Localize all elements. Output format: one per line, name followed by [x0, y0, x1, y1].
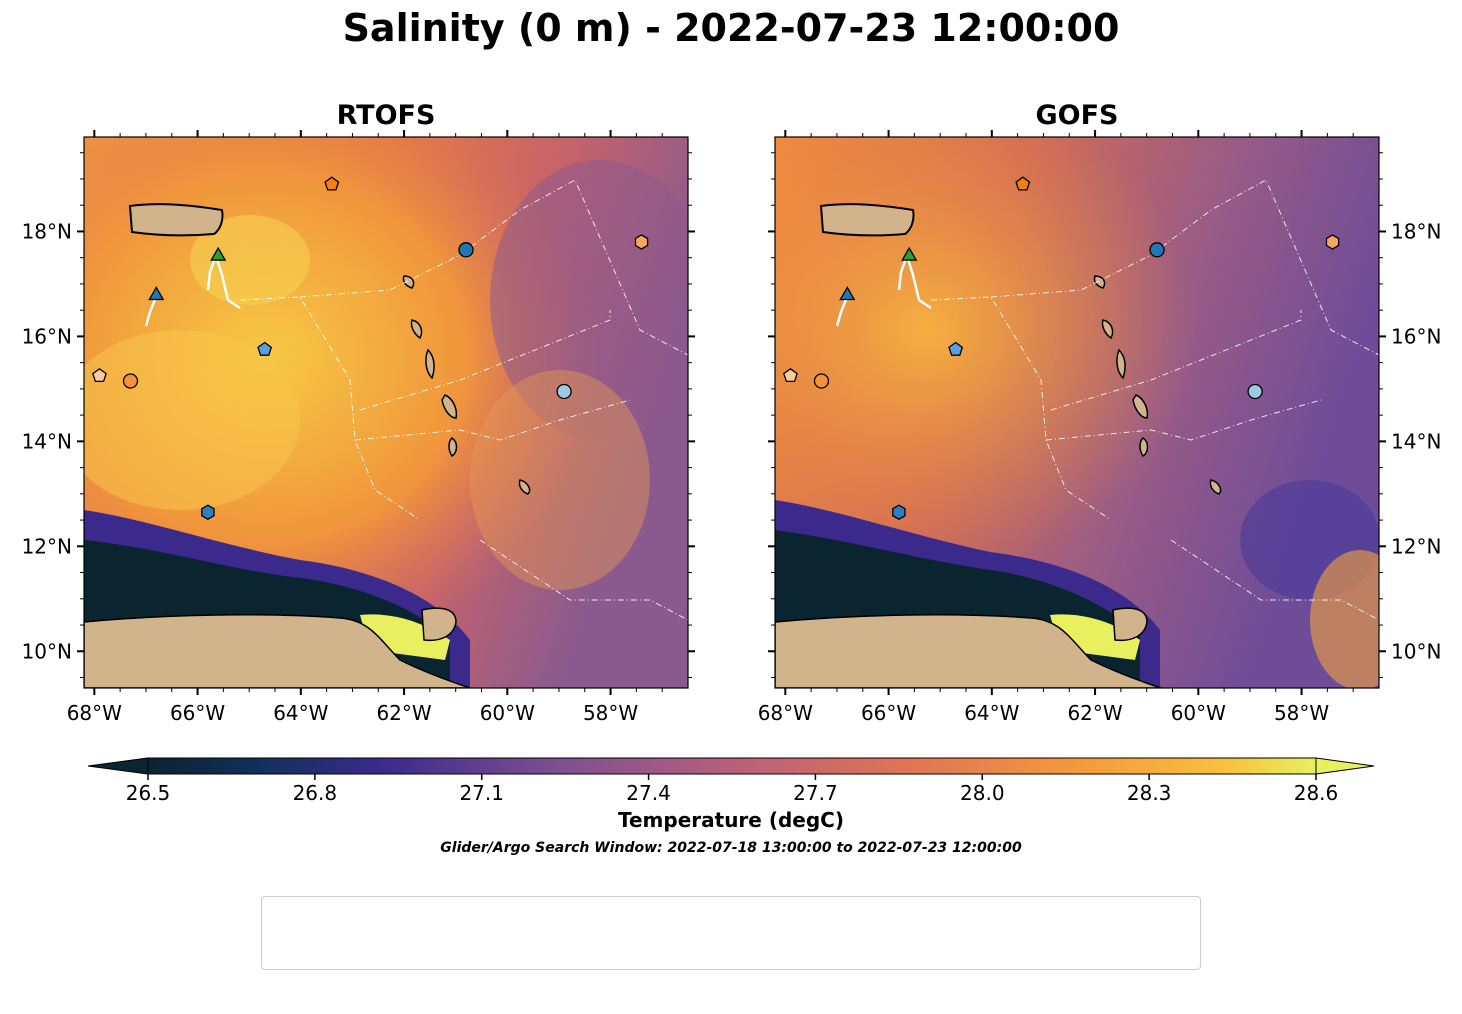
- float-marker-4903352: [634, 234, 649, 250]
- rtofs-frame: [83, 136, 689, 689]
- x-tick-label: 68°W: [67, 701, 122, 725]
- axes-layer: 68°W 66°W 64°W 62°W 60°W 58°W 10°N 12°N 14°N 16°N…: [22, 130, 1441, 725]
- x-tick-label: 64°W: [273, 701, 328, 725]
- markers-layer: [92, 176, 1340, 520]
- float-marker-3901861: [948, 341, 964, 356]
- float-marker-4903350: [122, 373, 139, 389]
- x-tick-label: 68°W: [758, 701, 813, 725]
- colorbar-tick-label: 26.5: [126, 781, 171, 805]
- y-tick-label: 10°N: [22, 639, 72, 663]
- x-tick-label: 62°W: [1067, 701, 1122, 725]
- land-rtofs: [84, 203, 531, 688]
- gofs-frame: [774, 136, 1380, 689]
- x-tick-label: 60°W: [480, 701, 535, 725]
- float-marker-3901860: [892, 504, 906, 520]
- float-marker-SG678-20220622T1240: [901, 246, 918, 261]
- y-tick-label: 12°N: [22, 534, 72, 558]
- float-marker-SG610-20220621T1130: [148, 286, 165, 301]
- float-marker-3901686: [458, 242, 474, 258]
- y-tick-label: 14°N: [22, 429, 72, 453]
- y-tick-label: 18°N: [1391, 219, 1441, 243]
- panel-title-rtofs: RTOFS: [336, 100, 436, 131]
- float-marker-SG610-20220621T1130: [839, 286, 856, 301]
- colorbar: [87, 757, 1375, 775]
- colorbar-tick-label: 28.3: [1127, 781, 1172, 805]
- float-marker-6903137: [783, 367, 798, 383]
- figure-title: Salinity (0 m) - 2022-07-23 12:00:00: [342, 6, 1120, 50]
- x-tick-label: 58°W: [583, 701, 638, 725]
- colorbar-tick-label: 28.0: [960, 781, 1005, 805]
- colorbar-tick-label: 26.8: [293, 781, 338, 805]
- glider-tracks: [144, 255, 932, 327]
- y-tick-label: 18°N: [22, 219, 72, 243]
- float-marker-4903347: [1015, 176, 1031, 191]
- float-marker-3901861: [257, 341, 273, 356]
- y-tick-label: 16°N: [1391, 324, 1441, 348]
- y-tick-label: 12°N: [1391, 534, 1441, 558]
- panel-title-gofs: GOFS: [1035, 100, 1119, 131]
- x-tick-label: 66°W: [861, 701, 916, 725]
- x-tick-label: 66°W: [170, 701, 225, 725]
- y-tick-label: 16°N: [22, 324, 72, 348]
- float-marker-4903350: [813, 373, 830, 389]
- x-tick-label: 64°W: [964, 701, 1019, 725]
- x-tick-label: 62°W: [376, 701, 431, 725]
- search-window-note: Glider/Argo Search Window: 2022-07-18 13…: [440, 840, 1022, 856]
- float-marker-SG678-20220622T1240: [210, 246, 227, 261]
- float-marker-6903137: [92, 367, 107, 383]
- colorbar-tick-label: 27.4: [626, 781, 671, 805]
- colorbar-tick-label: 27.1: [459, 781, 504, 805]
- colorbar-ticks: 26.5 26.8 27.1 27.4 27.7 28.0 28.3 28.6: [126, 774, 1339, 805]
- colorbar-tick-label: 27.7: [793, 781, 838, 805]
- x-tick-label: 60°W: [1171, 701, 1226, 725]
- colorbar-tick-label: 28.6: [1294, 781, 1339, 805]
- colorbar-label: Temperature (degC): [618, 808, 844, 832]
- float-marker-3902457: [1247, 383, 1263, 400]
- y-tick-label: 14°N: [1391, 429, 1441, 453]
- eez-lines: [239, 179, 1379, 621]
- float-marker-3901860: [201, 504, 215, 520]
- land-gofs: [775, 203, 1222, 688]
- float-marker-3901686: [1149, 242, 1165, 258]
- y-tick-label: 10°N: [1391, 639, 1441, 663]
- legend-box: [261, 896, 1201, 970]
- float-marker-4903352: [1325, 234, 1340, 250]
- x-tick-label: 58°W: [1274, 701, 1329, 725]
- float-marker-3902457: [556, 383, 572, 400]
- float-marker-4903347: [324, 176, 340, 191]
